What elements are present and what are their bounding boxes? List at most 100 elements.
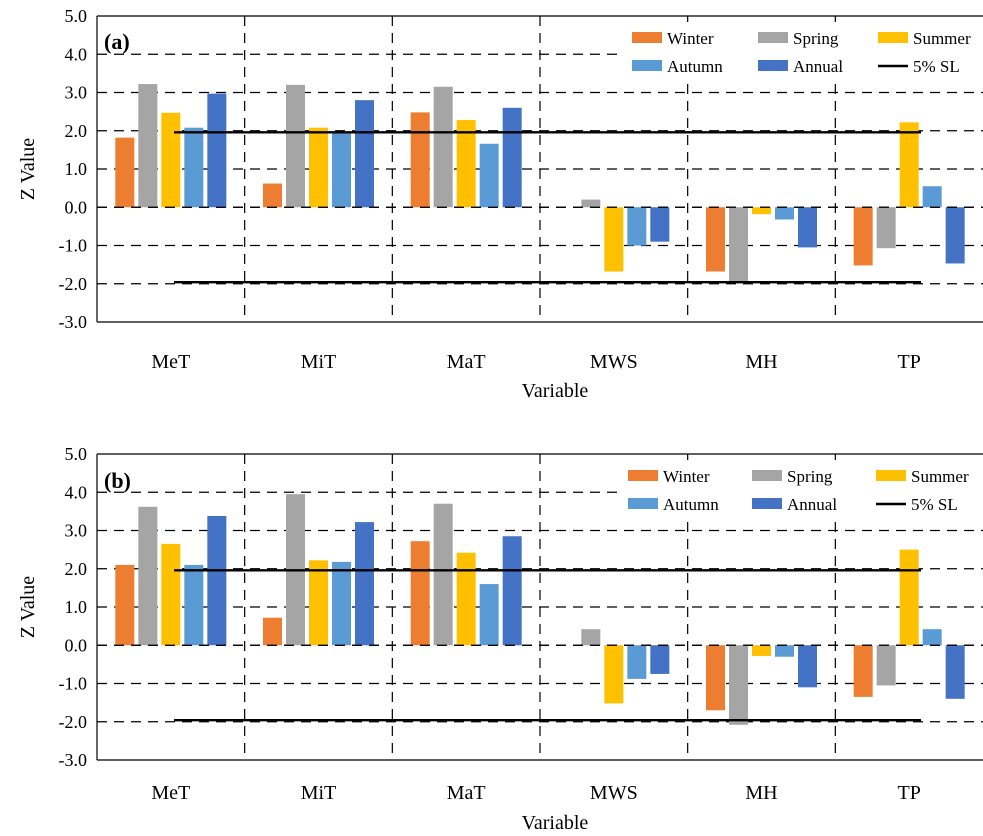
y-tick-label: 2.0 (65, 121, 88, 141)
bar-winter-met (115, 137, 135, 208)
legend-label: 5% SL (913, 57, 960, 76)
bar-summer-tp (899, 549, 919, 646)
y-tick-label: -1.0 (59, 674, 88, 694)
bar-spring-mh (729, 207, 748, 282)
bar-annual-mh (798, 645, 817, 688)
bar-summer-mws (604, 645, 624, 704)
bar-winter-mit (263, 617, 282, 646)
y-axis-title: Z Value (17, 138, 39, 201)
legend-label: Annual (787, 495, 837, 514)
y-tick-label: -1.0 (59, 236, 88, 256)
bar-summer-mh (752, 645, 771, 656)
bar-winter-mit (263, 183, 282, 208)
x-tick-label: MaT (447, 782, 486, 804)
bar-spring-mws (581, 629, 601, 646)
bar-autumn-mit (332, 132, 351, 208)
bar-autumn-mh (775, 645, 794, 657)
x-axis-title: Variable (522, 380, 589, 402)
legend-swatch-annual (752, 498, 782, 509)
y-tick-label: 3.0 (65, 83, 88, 103)
bar-winter-tp (853, 207, 873, 266)
legend-swatch-autumn (628, 498, 658, 509)
legend-swatch-spring (758, 32, 788, 43)
bar-annual-mws (650, 645, 670, 674)
x-axis-title: Variable (522, 812, 589, 834)
legend-label: Autumn (667, 57, 723, 76)
x-tick-label: MiT (301, 351, 337, 373)
legend-label: Spring (787, 467, 833, 486)
y-tick-label: -3.0 (59, 750, 88, 770)
bar-autumn-mws (627, 645, 647, 679)
legend-label: Summer (911, 467, 969, 486)
bar-summer-mit (309, 127, 328, 208)
bar-spring-met (138, 506, 158, 646)
bar-spring-met (138, 84, 158, 208)
x-tick-label: MWS (590, 351, 638, 373)
y-tick-label: -2.0 (59, 274, 88, 294)
bar-winter-met (115, 564, 135, 646)
y-tick-label: 4.0 (65, 482, 88, 502)
x-tick-label: MH (745, 351, 777, 373)
bar-summer-mat (456, 120, 476, 208)
bar-summer-met (161, 543, 181, 646)
legend-label: Summer (913, 29, 971, 48)
legend-swatch-spring (752, 470, 782, 481)
bar-autumn-mat (479, 584, 499, 646)
bar-autumn-mat (479, 143, 499, 208)
bar-winter-tp (853, 645, 873, 697)
panel-label: (b) (104, 468, 131, 493)
legend-swatch-winter (632, 32, 662, 43)
legend-label: Autumn (663, 495, 719, 514)
bar-spring-tp (876, 207, 896, 249)
bar-summer-met (161, 112, 181, 208)
legend-label: Winter (663, 467, 710, 486)
legend: Winter Spring Summer Autumn Annual 5% SL (618, 460, 983, 520)
bar-spring-mh (729, 645, 748, 725)
bar-spring-mws (581, 199, 601, 208)
bar-winter-mat (410, 541, 430, 646)
bar-autumn-mh (775, 207, 794, 220)
legend-label: Spring (793, 29, 839, 48)
legend-swatch-autumn (632, 60, 662, 71)
legend-background (618, 460, 983, 520)
bar-autumn-tp (922, 629, 942, 646)
y-tick-label: 1.0 (65, 159, 88, 179)
legend-swatch-winter (628, 470, 658, 481)
legend: Winter Spring Summer Autumn Annual 5% SL (622, 22, 983, 82)
bar-winter-mh (706, 645, 725, 711)
legend-label: Winter (667, 29, 714, 48)
x-tick-label: MaT (447, 351, 486, 373)
bar-autumn-met (184, 564, 204, 646)
bar-annual-tp (945, 207, 965, 264)
y-tick-label: -3.0 (59, 312, 88, 332)
bar-spring-mat (433, 503, 453, 646)
bar-summer-mh (752, 207, 771, 215)
y-tick-label: 0.0 (65, 197, 88, 217)
bar-spring-mat (433, 86, 453, 208)
x-tick-label: MiT (301, 782, 337, 804)
bar-autumn-met (184, 127, 204, 208)
bar-spring-mit (286, 84, 305, 208)
bar-summer-mws (604, 207, 624, 272)
y-tick-label: 1.0 (65, 597, 88, 617)
bar-summer-mat (456, 552, 476, 646)
y-tick-label: 5.0 (65, 444, 88, 464)
bar-summer-tp (899, 122, 919, 208)
legend-swatch-summer (876, 470, 906, 481)
y-tick-label: 2.0 (65, 559, 88, 579)
y-tick-label: 5.0 (65, 6, 88, 26)
legend-swatch-summer (878, 32, 908, 43)
y-tick-label: 0.0 (65, 635, 88, 655)
bar-annual-mat (502, 107, 522, 208)
y-tick-label: 3.0 (65, 521, 88, 541)
x-tick-label: MeT (151, 782, 190, 804)
bar-annual-tp (945, 645, 965, 699)
bar-winter-mh (706, 207, 725, 272)
bar-annual-mh (798, 207, 817, 248)
y-tick-label: -2.0 (59, 712, 88, 732)
bar-annual-mit (355, 522, 374, 646)
bar-annual-met (207, 93, 227, 208)
legend-background (622, 22, 983, 82)
bar-autumn-mws (627, 207, 647, 246)
